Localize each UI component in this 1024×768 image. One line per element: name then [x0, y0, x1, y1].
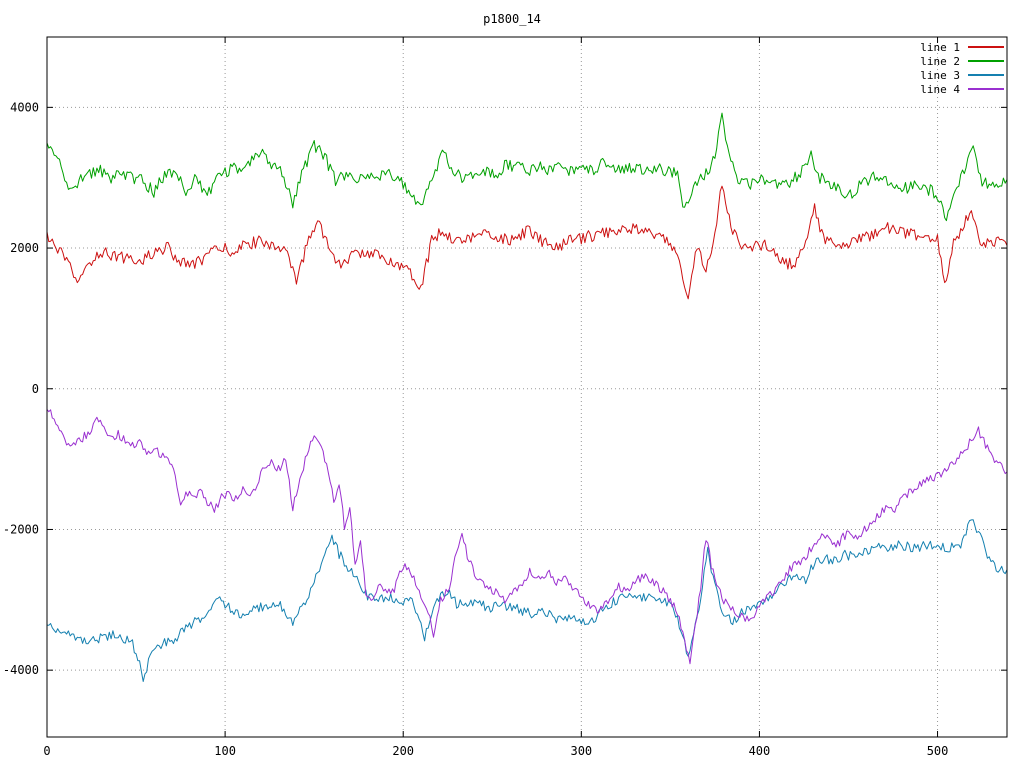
x-tick-label: 100: [214, 744, 236, 758]
x-tick-label: 0: [43, 744, 50, 758]
legend-item: line 3: [920, 68, 1004, 82]
legend-item: line 1: [920, 40, 1004, 54]
legend-item: line 4: [920, 82, 1004, 96]
y-tick-label: 4000: [10, 100, 39, 114]
y-tick-label: -2000: [3, 522, 39, 536]
legend-line-sample: [968, 74, 1004, 76]
series-line-3: [47, 519, 1007, 682]
x-tick-label: 500: [927, 744, 949, 758]
legend-label: line 4: [920, 82, 960, 96]
legend-label: line 1: [920, 40, 960, 54]
y-tick-label: 0: [32, 382, 39, 396]
legend-label: line 2: [920, 54, 960, 68]
legend-line-sample: [968, 46, 1004, 48]
y-tick-label: -4000: [3, 663, 39, 677]
x-tick-label: 400: [749, 744, 771, 758]
y-tick-label: 2000: [10, 241, 39, 255]
legend: line 1 line 2 line 3 line 4: [920, 40, 1004, 96]
chart-title: p1800_14: [483, 12, 541, 26]
series-line-1: [47, 185, 1007, 300]
legend-label: line 3: [920, 68, 960, 82]
legend-line-sample: [968, 88, 1004, 90]
x-tick-label: 200: [392, 744, 414, 758]
legend-line-sample: [968, 60, 1004, 62]
series-line-2: [47, 112, 1007, 222]
x-tick-label: 300: [570, 744, 592, 758]
legend-item: line 2: [920, 54, 1004, 68]
series-line-4: [47, 409, 1007, 665]
